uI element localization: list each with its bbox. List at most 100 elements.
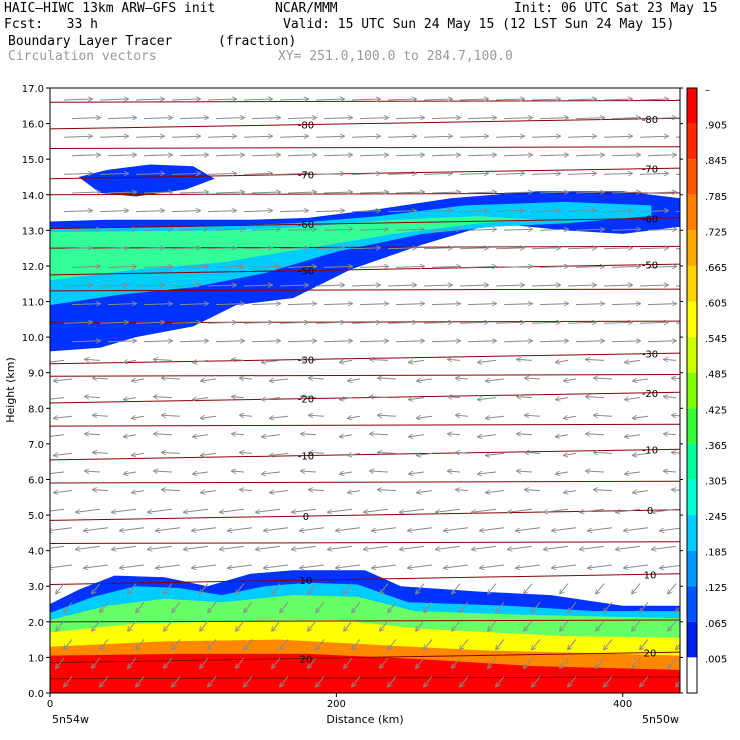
circulation-vector <box>328 508 353 512</box>
colorbar-label: .785 <box>705 192 727 203</box>
circulation-vector <box>486 491 505 493</box>
circulation-vector <box>387 248 416 249</box>
circulation-vector <box>359 266 388 267</box>
colorbar-label: .305 <box>705 476 727 487</box>
circulation-vector <box>323 229 352 230</box>
circulation-vector <box>387 285 416 286</box>
contour-line <box>50 619 680 623</box>
circulation-vector <box>344 620 353 631</box>
circulation-vector <box>308 583 317 594</box>
circulation-vector <box>192 564 217 568</box>
circulation-vector <box>251 341 280 342</box>
circulation-vector <box>495 99 524 100</box>
circulation-vector <box>56 657 65 668</box>
circulation-vector <box>85 434 101 435</box>
colorbar-label: .725 <box>705 227 727 238</box>
colorbar-label: .545 <box>705 334 727 345</box>
contour-label: 0 <box>303 512 309 523</box>
circulation-vector <box>351 248 380 249</box>
circulation-vector <box>124 360 137 362</box>
circulation-vector <box>71 118 100 119</box>
circulation-vector <box>647 229 676 230</box>
circulation-vector <box>201 416 217 418</box>
circulation-vector <box>85 471 101 472</box>
circulation-vector <box>63 136 92 137</box>
circulation-vector <box>256 508 281 512</box>
circulation-vector <box>135 211 164 212</box>
colorbar-label: – <box>705 85 710 96</box>
circulation-vector <box>148 545 173 549</box>
circulation-vector <box>400 508 425 512</box>
circulation-vector <box>172 601 181 612</box>
circulation-vector <box>107 266 136 267</box>
circulation-vector <box>309 490 325 491</box>
y-axis-label: Height (km) <box>4 357 17 423</box>
circulation-vector <box>315 99 344 100</box>
circulation-vector <box>639 99 668 100</box>
circulation-vector <box>503 118 532 119</box>
circulation-vector <box>135 136 164 137</box>
x-end-label: 5n50w <box>642 713 679 726</box>
circulation-vector <box>604 601 613 612</box>
circulation-vector <box>50 398 65 400</box>
circulation-vector <box>207 248 236 249</box>
circulation-vector <box>135 99 164 100</box>
circulation-vector <box>503 266 532 267</box>
circulation-vector <box>460 639 469 649</box>
circulation-vector <box>76 508 101 512</box>
circulation-vector <box>467 341 496 342</box>
colorbar-cell <box>687 586 697 622</box>
circulation-vector <box>340 435 353 437</box>
circulation-vector <box>517 359 533 360</box>
circulation-vector <box>664 359 677 360</box>
circulation-vector <box>378 490 397 491</box>
circulation-vector <box>359 118 388 119</box>
y-tick-label: 2.0 <box>28 618 44 629</box>
circulation-vector <box>552 527 577 531</box>
circulation-vector <box>244 639 253 649</box>
circulation-vector <box>112 508 137 512</box>
circulation-vector <box>135 248 164 249</box>
circulation-vector <box>639 211 668 212</box>
circulation-vector <box>344 657 353 668</box>
circulation-vector <box>660 527 680 531</box>
circulation-vector <box>596 620 605 631</box>
circulation-vector <box>143 341 172 342</box>
circulation-vector <box>640 676 649 687</box>
circulation-vector <box>287 266 316 267</box>
contour-label: 0 <box>647 506 653 517</box>
circulation-vector <box>436 545 461 549</box>
circulation-vector <box>676 606 680 612</box>
colorbar-cell <box>687 621 697 658</box>
circulation-vector <box>556 435 569 437</box>
circulation-vector <box>292 545 317 549</box>
circulation-vector <box>54 453 73 455</box>
circulation-vector <box>251 192 280 193</box>
circulation-vector <box>467 266 496 267</box>
circulation-vector <box>467 304 496 305</box>
circulation-vector <box>279 136 308 137</box>
circulation-vector <box>143 229 172 230</box>
circulation-vector <box>315 173 344 174</box>
circulation-vector <box>164 657 173 668</box>
circulation-vector <box>262 398 281 400</box>
circulation-vector <box>556 360 569 362</box>
circulation-vector <box>532 639 541 649</box>
circulation-vector <box>639 136 668 137</box>
circulation-vector <box>107 118 136 119</box>
circulation-vector <box>215 229 244 230</box>
circulation-vector <box>243 136 272 137</box>
circulation-vector <box>154 359 173 360</box>
contour-label: 20 <box>644 649 657 660</box>
y-tick-label: 4.0 <box>28 547 44 558</box>
circulation-vector <box>315 248 344 249</box>
circulation-vector <box>99 136 128 137</box>
circulation-vector <box>668 620 677 631</box>
circulation-vector <box>495 248 524 249</box>
circulation-vector <box>99 285 128 286</box>
circulation-vector <box>280 639 289 649</box>
circulation-vector <box>135 322 164 323</box>
circulation-vector <box>162 378 181 379</box>
circulation-vector <box>567 322 596 323</box>
colorbar-cell <box>687 301 697 338</box>
